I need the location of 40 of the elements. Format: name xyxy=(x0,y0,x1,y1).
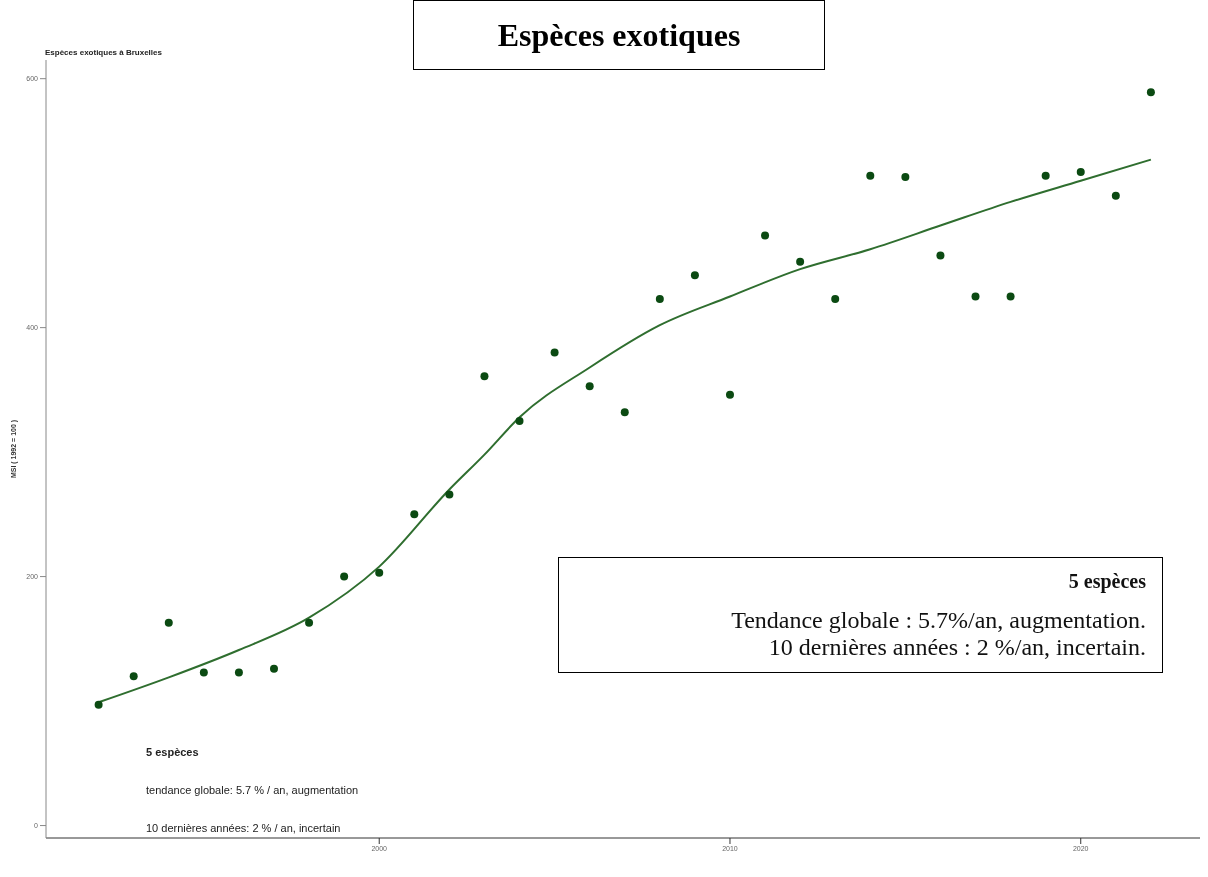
point xyxy=(971,292,980,301)
annotation: Tendance globale : 5.7%/an, augmentation. xyxy=(730,607,1146,634)
annotation: 10 dernières années: 2 % / an, incertain xyxy=(146,822,341,834)
point xyxy=(901,173,910,182)
chart-subtitle: Espèces exotiques à Bruxelles xyxy=(45,48,162,57)
point xyxy=(269,664,278,673)
point xyxy=(1041,171,1050,180)
point xyxy=(410,510,419,519)
point xyxy=(234,668,243,677)
point xyxy=(831,295,840,303)
point xyxy=(936,251,945,260)
point xyxy=(445,490,454,499)
point xyxy=(796,257,805,266)
point xyxy=(129,672,138,681)
annotation: 5 espèces xyxy=(1067,570,1146,593)
point xyxy=(340,572,349,581)
point xyxy=(199,668,208,677)
annotation: tendance globale: 5.7 % / an, augmentation xyxy=(146,784,359,796)
point xyxy=(1111,191,1120,200)
point xyxy=(480,372,489,381)
point xyxy=(164,618,173,627)
point xyxy=(1146,88,1155,97)
point xyxy=(866,171,875,180)
point xyxy=(1006,292,1015,301)
note-frame: 5 espèces Tendance globale : 5.7%/an, augmentation. 10 dernières années : 2 %/an, incertain. xyxy=(558,557,1163,673)
point xyxy=(620,408,629,417)
point xyxy=(305,618,314,627)
point xyxy=(1076,168,1085,177)
point xyxy=(515,416,524,425)
point xyxy=(550,348,559,357)
point xyxy=(761,231,770,240)
annotation: 10 dernières années : 2 %/an, incertain. xyxy=(767,634,1146,661)
point xyxy=(655,295,664,303)
point xyxy=(585,382,594,391)
point xyxy=(375,568,384,577)
annotation: 5 espèces xyxy=(146,746,199,758)
title-frame: Espèces exotiques xyxy=(413,0,825,70)
point xyxy=(690,271,699,280)
point xyxy=(725,390,734,399)
point xyxy=(94,700,103,709)
